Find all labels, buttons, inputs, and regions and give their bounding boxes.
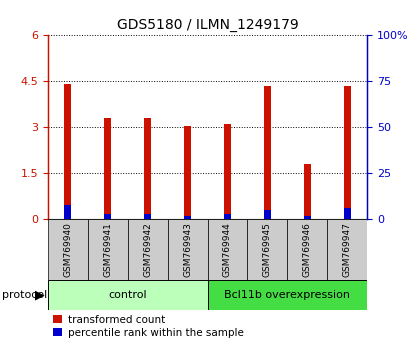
Title: GDS5180 / ILMN_1249179: GDS5180 / ILMN_1249179 xyxy=(117,18,298,32)
Bar xyxy=(88,219,128,280)
Bar xyxy=(264,86,271,219)
Bar xyxy=(144,118,151,219)
Bar xyxy=(287,219,327,280)
Text: GSM769947: GSM769947 xyxy=(343,222,352,278)
Bar xyxy=(144,214,151,219)
Bar xyxy=(304,216,311,219)
Bar xyxy=(104,214,111,219)
Bar xyxy=(208,280,367,310)
Bar xyxy=(48,280,208,310)
Bar xyxy=(344,209,351,219)
Text: control: control xyxy=(108,290,147,300)
Text: protocol: protocol xyxy=(2,290,47,300)
Text: GSM769944: GSM769944 xyxy=(223,222,232,277)
Text: GSM769946: GSM769946 xyxy=(303,222,312,278)
Bar xyxy=(327,219,367,280)
Bar xyxy=(184,216,191,219)
Text: GSM769941: GSM769941 xyxy=(103,222,112,278)
Bar xyxy=(168,219,208,280)
Text: GSM769940: GSM769940 xyxy=(63,222,72,278)
Bar xyxy=(208,219,247,280)
Bar xyxy=(64,85,71,219)
Text: ▶: ▶ xyxy=(34,288,44,301)
Bar xyxy=(224,214,231,219)
Text: GSM769943: GSM769943 xyxy=(183,222,192,278)
Bar xyxy=(184,126,191,219)
Bar xyxy=(128,219,168,280)
Bar xyxy=(224,124,231,219)
Text: GSM769945: GSM769945 xyxy=(263,222,272,278)
Bar xyxy=(247,219,287,280)
Bar xyxy=(48,219,88,280)
Legend: transformed count, percentile rank within the sample: transformed count, percentile rank withi… xyxy=(53,315,243,338)
Bar xyxy=(304,164,311,219)
Bar xyxy=(264,210,271,219)
Bar xyxy=(344,86,351,219)
Text: GSM769942: GSM769942 xyxy=(143,222,152,277)
Bar xyxy=(104,118,111,219)
Bar xyxy=(64,205,71,219)
Text: Bcl11b overexpression: Bcl11b overexpression xyxy=(225,290,350,300)
